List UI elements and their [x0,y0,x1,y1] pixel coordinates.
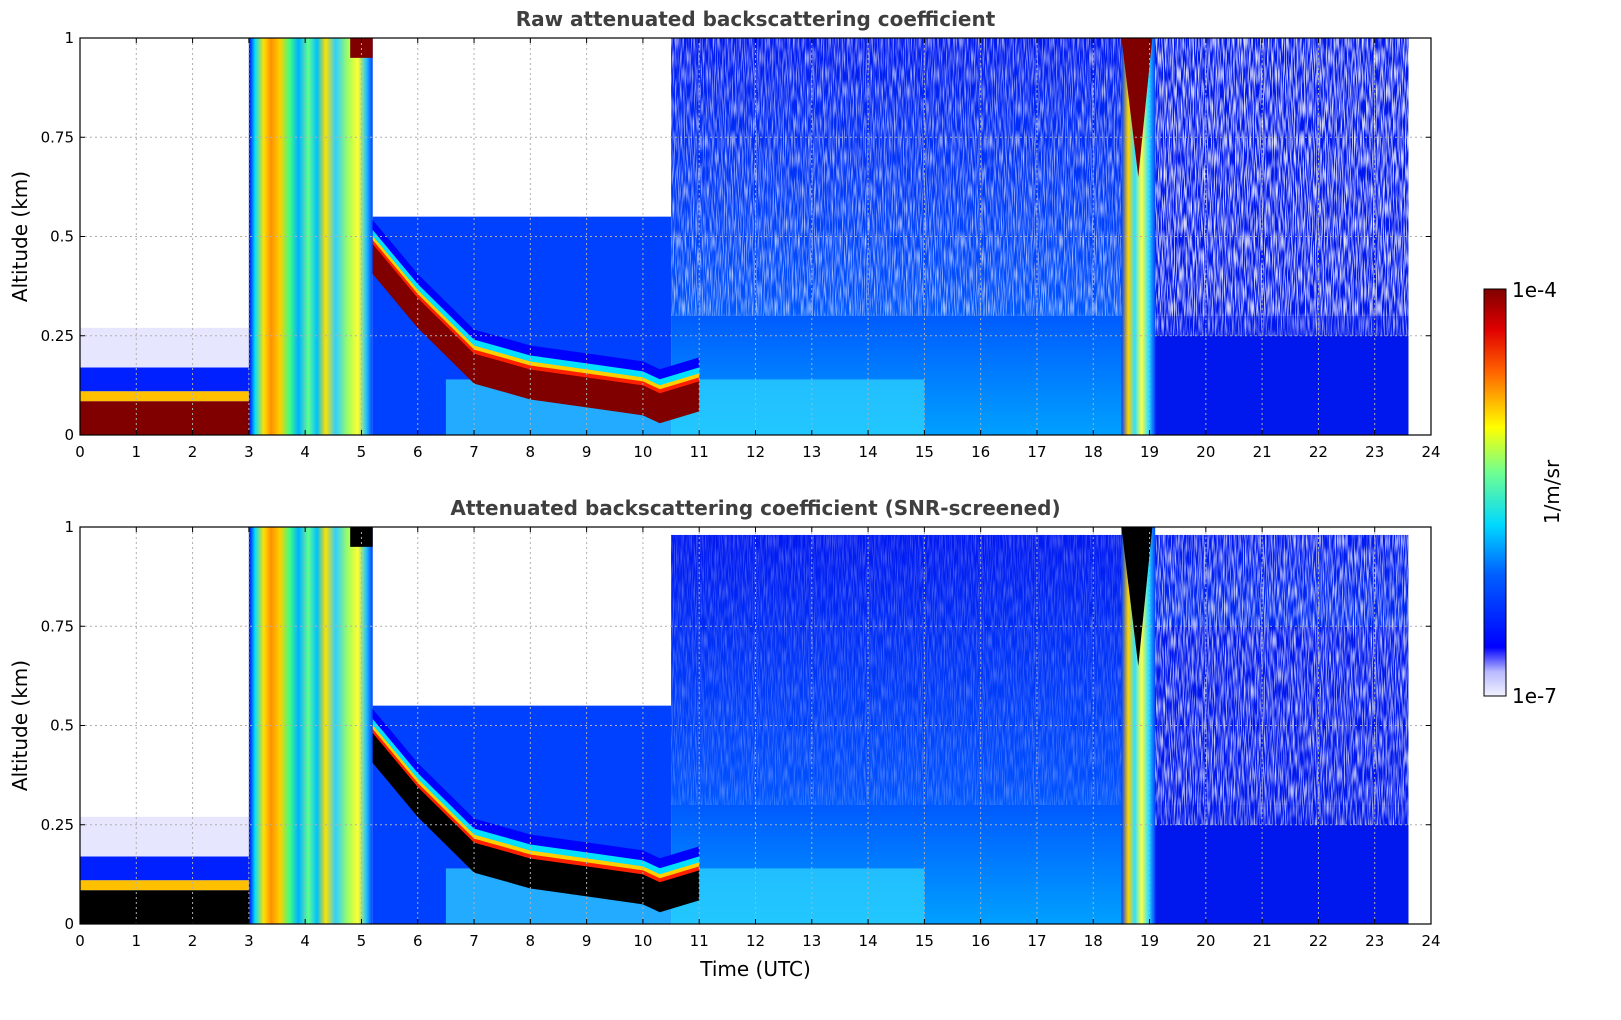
x-tick-label: 15 [915,932,934,950]
y-tick-label: 1 [64,518,74,536]
x-tick-label: 2 [188,932,198,950]
x-tick-label: 24 [1421,932,1440,950]
x-tick-label: 5 [357,443,367,461]
x-tick-label: 11 [690,443,709,461]
x-tick-label: 13 [802,443,821,461]
chart-panel-2: 0 1 2 3 4 5 6 7 8 9 10 11 12 13 14 15 16 17 18 19 20 21 22 23 24… [8,496,1441,981]
y-tick-label: 0.5 [50,717,74,735]
x-tick-label: 3 [244,932,254,950]
x-tick-label: 18 [1084,443,1103,461]
y-tick-label: 0.5 [50,228,74,246]
gridlines [80,38,1431,435]
x-tick-label: 18 [1084,932,1103,950]
precip-top-blob [350,527,373,547]
x-tick-label: 24 [1421,443,1440,461]
x-tick-label: 12 [746,443,765,461]
x-tick-label: 7 [469,443,479,461]
x-tick-label: 22 [1309,932,1328,950]
x-tick-label: 11 [690,932,709,950]
aerosol-band-yellow [80,880,249,891]
y-axis-label: Altitude (km) [8,171,32,302]
x-tick-label: 14 [859,443,878,461]
clearsky-haze-band [80,327,249,368]
x-tick-label: 10 [633,932,652,950]
y-tick-label: 0.75 [41,617,74,635]
x-tick-label: 13 [802,932,821,950]
chart-title: Raw attenuated backscattering coefficien… [516,7,996,31]
x-tick-label: 6 [413,932,423,950]
x-tick-label: 9 [582,443,592,461]
night-noise-overlay [1155,38,1409,336]
colorbar-gradient [1483,288,1507,697]
layer-edge-outer [361,695,700,873]
low-cloud-layer [80,890,261,924]
x-tick-label: 4 [300,443,310,461]
x-tick-label: 8 [526,443,536,461]
x-tick-label: 9 [582,932,592,950]
x-tick-label: 1 [132,443,142,461]
x-tick-label: 10 [633,443,652,461]
x-axis-label: Time (UTC) [699,957,811,981]
y-tick-label: 0.25 [41,327,74,345]
x-tick-label: 5 [357,932,367,950]
colorbar: 1e-4 1e-7 1/m/sr [1483,278,1564,708]
x-tick-label: 0 [75,443,85,461]
chart-panel-1: 0 1 2 3 4 5 6 7 8 9 10 11 12 13 14 15 16 17 18 19 20 21 22 23 24… [8,7,1441,461]
layer-edge-outer [361,206,700,384]
x-tick-label: 12 [746,932,765,950]
convective-core [1121,38,1153,177]
x-tick-label: 16 [971,932,990,950]
x-tick-label: 21 [1253,932,1272,950]
x-tick-label: 21 [1253,443,1272,461]
x-tick-label: 17 [1027,932,1046,950]
x-tick-label: 16 [971,443,990,461]
x-tick-label: 19 [1140,932,1159,950]
x-tick-label: 3 [244,443,254,461]
y-tick-label: 1 [64,29,74,47]
night-noise-overlay [1155,527,1409,825]
x-tick-label: 20 [1196,443,1215,461]
clearsky-haze-band [80,816,249,857]
x-tick-label: 8 [526,932,536,950]
colorbar-max-label: 1e-4 [1512,278,1557,302]
aerosol-band-yellow [80,391,249,402]
gridlines [80,527,1431,924]
x-tick-label: 2 [188,443,198,461]
x-tick-label: 22 [1309,443,1328,461]
colorbar-unit-label: 1/m/sr [1540,459,1564,524]
x-tick-label: 1 [132,932,142,950]
convective-core [1121,527,1153,666]
y-tick-label: 0 [64,426,74,444]
x-tick-label: 23 [1365,443,1384,461]
x-tick-label: 23 [1365,932,1384,950]
y-axis-label: Altitude (km) [8,660,32,791]
plot-area [80,527,1409,924]
y-tick-label: 0.25 [41,816,74,834]
chart-title: Attenuated backscattering coefficient (S… [450,496,1060,520]
x-tick-label: 19 [1140,443,1159,461]
x-tick-label: 20 [1196,932,1215,950]
x-tick-label: 0 [75,932,85,950]
aerosol-band-blue [80,856,249,881]
x-tick-label: 14 [859,932,878,950]
x-tick-label: 6 [413,443,423,461]
x-tick-label: 7 [469,932,479,950]
x-tick-label: 17 [1027,443,1046,461]
aerosol-band-blue [80,367,249,392]
precip-top-blob [350,38,373,58]
y-tick-label: 0.75 [41,128,74,146]
y-tick-label: 0 [64,915,74,933]
colorbar-min-label: 1e-7 [1512,684,1557,708]
low-cloud-layer [80,401,261,435]
plot-area [80,38,1409,435]
x-tick-label: 15 [915,443,934,461]
x-tick-label: 4 [300,932,310,950]
